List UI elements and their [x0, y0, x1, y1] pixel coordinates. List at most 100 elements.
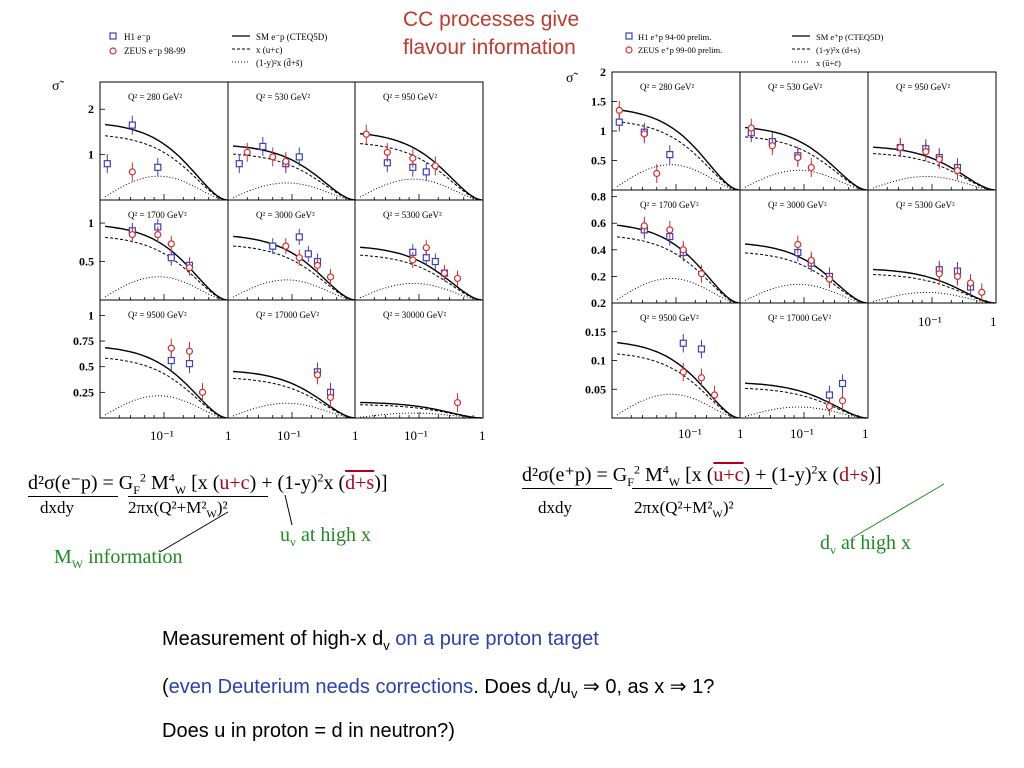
panel-q2-label: Q² = 9500 GeV² — [128, 310, 187, 320]
panel-q2-label: Q² = 30000 GeV² — [383, 310, 447, 320]
zeus-data-point — [896, 143, 904, 152]
right-xtick-col2-a: 10⁻¹ — [790, 426, 814, 441]
sm-curve — [745, 382, 867, 419]
zeus-data-point — [185, 264, 194, 272]
legend-dotted-label: (1-y)²x (d̄+s̄) — [256, 58, 303, 68]
sm-curve — [105, 225, 227, 301]
right-xtick-col3-a: 10⁻¹ — [918, 314, 942, 329]
panel-0-1: Q² = 530 GeV² — [227, 81, 357, 201]
y-tick-label: 1 — [88, 308, 94, 322]
slide-title-line2: flavour information — [403, 36, 576, 59]
panel-q2-label: Q² = 1700 GeV² — [640, 200, 699, 210]
zeus-data-point — [128, 168, 136, 176]
note2-e: ⇒ 0, as x ⇒ 1? — [577, 676, 715, 698]
left-eq-lhs-fraction-bar — [28, 496, 118, 497]
panel-frame — [354, 299, 484, 419]
left-eq-sup4: 4 — [168, 470, 175, 485]
h1-data-point — [185, 360, 194, 368]
panel-frame — [99, 81, 229, 201]
dotted-curve — [104, 395, 227, 419]
zeus-data-point — [679, 246, 687, 254]
zeus-data-point — [825, 275, 834, 283]
panel-1-3: Q² = 1700 GeV² 0.8 0.6 0.4 0.2 — [591, 189, 741, 304]
panel-q2-label: Q² = 3000 GeV² — [768, 200, 827, 210]
left-eq-end: )] — [374, 472, 388, 494]
mw-annotation: MW information — [54, 546, 183, 572]
panel-q2-label: Q² = 280 GeV² — [640, 82, 695, 92]
panel-1-2: Q² = 950 GeV² — [867, 71, 997, 191]
zeus-data-point — [640, 222, 648, 230]
note2-a: ( — [162, 676, 169, 698]
y-tick-label: 0.15 — [585, 325, 606, 339]
zeus-data-point — [953, 166, 962, 175]
legend-r-h1-label: H1 e⁺p 94-00 prelim. — [638, 32, 711, 42]
left-eq-rhs-den: 2πx(Q²+M²W)² — [128, 498, 228, 520]
dotted-curve — [232, 402, 355, 419]
right-eq-lhs-fraction-bar — [522, 488, 612, 489]
mw-connector-line — [159, 511, 229, 553]
slide-title: CC processes give flavour information — [403, 6, 643, 62]
h1-data-point — [167, 254, 175, 262]
y-tick-label: 0.75 — [73, 334, 94, 348]
zeus-data-point — [922, 148, 930, 156]
uv-sub: v — [290, 535, 296, 549]
right-eq-lhs: d²σ(e⁺p) — [522, 464, 592, 486]
note1-b: on a pure proton target — [389, 628, 599, 650]
panel-1-6: Q² = 9500 GeV² 0.2 0.15 0.1 0.05 — [585, 296, 741, 419]
uv-connector-line — [284, 494, 293, 526]
zeus-data-point — [409, 256, 417, 264]
right-equation: d²σ(e⁺p) = GF2 M4W [x (u+c) + (1-y)2x (d… — [522, 462, 882, 490]
right-eq-F: F — [627, 475, 634, 489]
zeus-data-point — [383, 148, 391, 156]
sm-curve — [360, 246, 482, 301]
h1-data-point — [103, 160, 111, 168]
dashed-curve — [745, 387, 867, 419]
panel-frame — [739, 302, 869, 419]
zeus-data-point — [679, 368, 687, 376]
dashed-curve — [617, 353, 739, 419]
zeus-data-point — [825, 402, 834, 411]
left-eq-rhs-fraction-bar — [128, 496, 268, 497]
panel-0-8: Q² = 30000 GeV² — [354, 299, 484, 419]
right-eq-M: M — [639, 464, 663, 486]
note1-a: Measurement of high-x d — [162, 628, 384, 650]
right-eq-sup2b: 2 — [811, 462, 818, 477]
left-xtick-col3-b: 1 — [479, 428, 486, 443]
zeus-data-point — [935, 270, 943, 278]
panel-q2-label: Q² = 9500 GeV² — [640, 313, 699, 323]
h1-data-point — [615, 118, 623, 126]
sm-curve — [233, 370, 355, 419]
note-line-2: (even Deuterium needs corrections. Does … — [162, 674, 714, 701]
sm-curve — [617, 224, 739, 304]
y-tick-label: 1 — [600, 124, 606, 138]
legend-dashed-label: x (u+c) — [256, 45, 282, 55]
sm-curve — [233, 145, 355, 201]
zeus-data-point — [807, 163, 815, 172]
left-eq-ds: d+s — [345, 472, 375, 494]
panel-q2-label: Q² = 3000 GeV² — [256, 210, 315, 220]
right-eq-W: W — [668, 475, 681, 489]
zeus-data-point — [838, 397, 847, 405]
y-tick-label: 0.5 — [79, 360, 94, 374]
zeus-data-point — [615, 106, 623, 114]
zeus-data-point — [640, 130, 648, 138]
left-xtick-col1-b: 1 — [225, 428, 232, 443]
y-tick-label: 0.2 — [591, 269, 606, 283]
legend-h1-square-icon — [109, 32, 117, 40]
panel-1-7: Q² = 17000 GeV² — [739, 302, 869, 419]
left-eq-lhs: d²σ(e⁻p) — [28, 472, 98, 494]
zeus-data-point — [966, 279, 975, 287]
dotted-curve — [872, 176, 995, 191]
left-eq-uc: u+c — [219, 472, 250, 494]
panel-q2-label: Q² = 950 GeV² — [383, 92, 438, 102]
legend-r-dashed-label: (1-y)²x (d+s) — [816, 45, 860, 55]
sm-curve — [745, 126, 867, 191]
dv-annotation: dv at high x — [820, 532, 911, 558]
h1-data-point — [679, 339, 687, 347]
panel-q2-label: Q² = 530 GeV² — [256, 92, 311, 102]
right-eq-uc: u+c — [713, 464, 744, 486]
left-eq-lhs-den: dxdy — [40, 498, 74, 517]
y-tick-label: 0.2 — [591, 296, 606, 310]
h1-data-point — [167, 356, 175, 365]
h1-data-point — [697, 345, 706, 353]
